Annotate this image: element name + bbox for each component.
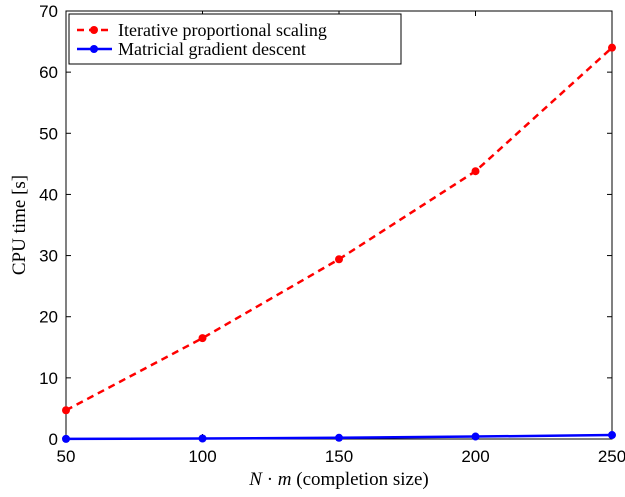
x-tick-label-150: 150 — [325, 447, 353, 466]
series-1-point-4 — [608, 431, 616, 440]
legend: Iterative proportional scaling Matricial… — [68, 13, 402, 65]
x-axis-ticks: 50 100 150 200 250 — [57, 11, 625, 466]
series-1-point-2 — [335, 433, 343, 442]
y-tick-label-20: 20 — [39, 308, 58, 327]
series-1-point-1 — [198, 434, 207, 443]
series-1-point-0 — [62, 434, 70, 443]
y-tick-label-60: 60 — [39, 63, 58, 82]
series-1-point-3 — [471, 432, 480, 441]
x-axis-label: N · m (completion size) — [248, 469, 428, 490]
y-tick-label-30: 30 — [39, 247, 58, 266]
x-tick-label-250: 250 — [598, 447, 625, 466]
legend-label-mgd: Matricial gradient descent — [118, 39, 306, 59]
series-0-point-4 — [608, 43, 616, 52]
x-tick-label-50: 50 — [57, 447, 76, 466]
legend-label-ips: Iterative proportional scaling — [118, 20, 327, 40]
x-axis-label-var-n: N — [248, 469, 263, 490]
legend-marker-mgd — [90, 45, 98, 53]
x-tick-label-200: 200 — [461, 447, 489, 466]
y-tick-label-0: 0 — [49, 430, 58, 449]
series-0-point-3 — [471, 167, 480, 176]
legend-marker-ips — [90, 26, 98, 34]
x-axis-label-var-m: m — [278, 469, 292, 490]
y-tick-label-50: 50 — [39, 124, 58, 143]
series-0-point-0 — [62, 406, 70, 415]
series-layer — [62, 43, 616, 443]
x-axis-label-text: (completion size) — [296, 469, 428, 490]
y-tick-label-10: 10 — [39, 369, 58, 388]
y-axis-ticks: 0 10 20 30 40 50 60 70 — [39, 2, 612, 449]
y-tick-label-70: 70 — [39, 2, 58, 21]
legend-box — [68, 13, 402, 65]
series-0-point-2 — [335, 255, 343, 264]
y-axis-label: CPU time [s] — [9, 175, 30, 275]
x-tick-label-100: 100 — [188, 447, 216, 466]
x-axis-label-dot: · — [267, 469, 278, 490]
y-tick-label-40: 40 — [39, 185, 58, 204]
plot-frame — [65, 10, 613, 440]
plot-area — [65, 10, 613, 440]
series-0-point-1 — [198, 334, 207, 343]
